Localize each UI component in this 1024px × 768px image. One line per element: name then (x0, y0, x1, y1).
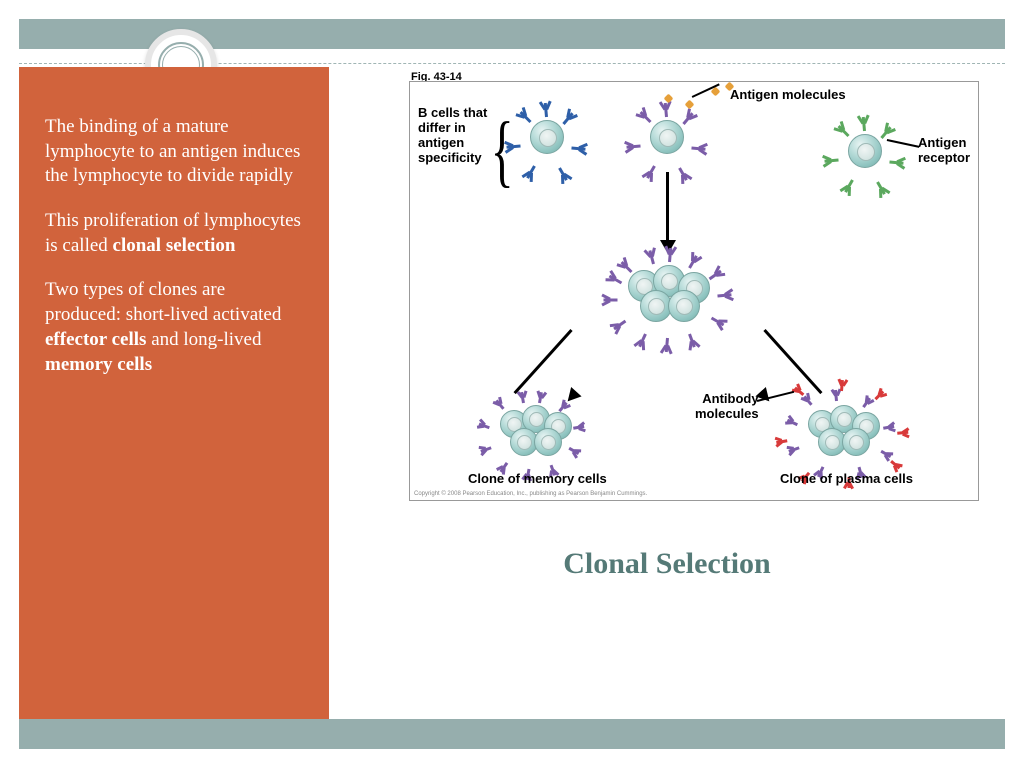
memory-clone-label: Clone of memory cells (468, 472, 607, 487)
arrow-right (763, 329, 822, 394)
text-sidebar: The binding of a mature lymphocyte to an… (19, 67, 329, 719)
bcell-green (848, 134, 882, 168)
bcells-label: B cells that differ in antigen specifici… (418, 106, 487, 166)
bcell-blue (530, 120, 564, 154)
sidebar-paragraph-2: This proliferation of lymphocytes is cal… (45, 209, 303, 258)
arrow-down-1 (666, 172, 669, 242)
bottom-decorative-bar (19, 719, 1005, 749)
antigen-molecules-label: Antigen molecules (730, 88, 846, 103)
antigen-dot (664, 94, 674, 104)
plasma-clone-label: Clone of plasma cells (780, 472, 913, 487)
antigen-receptor-label: Antigen receptor (918, 136, 970, 166)
antibody-molecules-label: Antibody molecules (695, 392, 759, 422)
slide-title: Clonal Selection (329, 547, 1005, 581)
sidebar-paragraph-3: Two types of clones are produced: short-… (45, 278, 303, 377)
antigen-dot (685, 100, 695, 110)
arrow-left (514, 329, 573, 394)
copyright-text: Copyright © 2008 Pearson Education, Inc.… (414, 491, 647, 497)
sidebar-paragraph-1: The binding of a mature lymphocyte to an… (45, 115, 303, 189)
clonal-selection-diagram: B cells that differ in antigen specifici… (409, 81, 979, 501)
content-area: Fig. 43-14 B cells that differ in antige… (329, 67, 1005, 719)
bcell-purple (650, 120, 684, 154)
